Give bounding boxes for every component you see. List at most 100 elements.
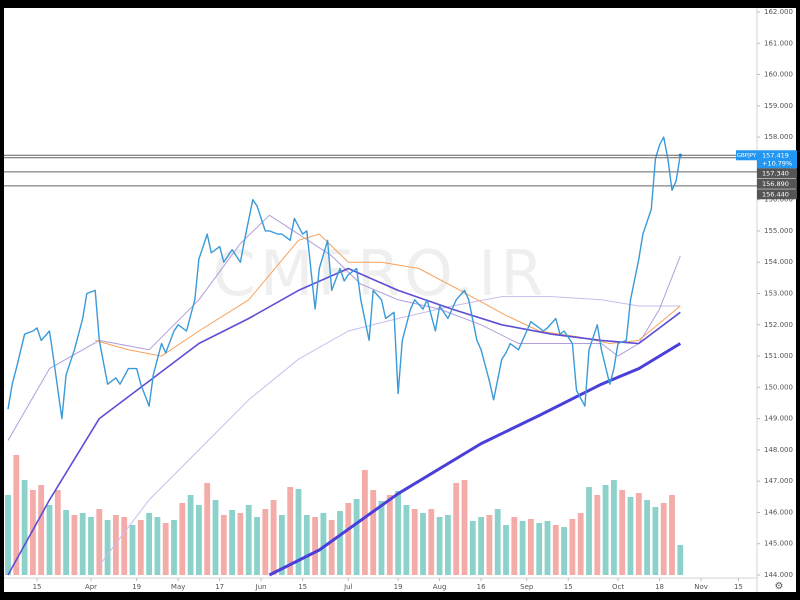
y-tick-label: 153.000 [764, 290, 793, 298]
volume-bar [278, 515, 285, 575]
y-tick-label: 144.000 [764, 571, 793, 579]
volume-bar [444, 515, 451, 575]
settings-icon[interactable]: ⚙ [775, 581, 784, 592]
volume-bar [320, 513, 327, 575]
volume-bar [312, 517, 319, 575]
volume-bar [660, 503, 667, 575]
volume-bar [112, 515, 119, 575]
series-line [98, 296, 681, 566]
volume-bar [395, 491, 402, 575]
x-tick-label: 15 [298, 583, 307, 591]
y-tick-label: 161.000 [764, 39, 793, 47]
volume-bar [652, 507, 659, 575]
volume-bar [511, 517, 518, 575]
x-tick-label: 17 [215, 583, 224, 591]
symbol-tag: GBPJPY [737, 153, 757, 159]
series-line [7, 214, 681, 441]
volume-bar [5, 495, 11, 575]
y-tick-label: 152.000 [764, 321, 793, 329]
volume-bar [469, 521, 476, 575]
volume-bar [245, 505, 252, 575]
volume-bar [428, 509, 435, 575]
price-tag: 157.419 [762, 151, 789, 159]
volume-bar [270, 500, 277, 575]
volume-bar [229, 510, 236, 575]
volume-bar [46, 505, 53, 575]
volume-bar [71, 515, 78, 575]
volume-bar [594, 495, 601, 575]
volume-bar [494, 509, 501, 575]
volume-bar [411, 509, 418, 575]
volume-bar [478, 517, 485, 575]
volume-bar [403, 505, 410, 575]
x-tick-label: 18 [655, 583, 664, 591]
x-tick-label: May [171, 583, 185, 591]
x-tick-label: Sep [520, 583, 534, 591]
volume-bar [610, 480, 617, 575]
y-tick-label: 154.000 [764, 258, 793, 266]
volume-bar [536, 523, 543, 575]
volume-bar [519, 521, 526, 575]
volume-bar [303, 515, 310, 575]
volume-bar [370, 490, 377, 575]
volume-bar [63, 510, 70, 575]
y-tick-label: 160.000 [764, 71, 793, 79]
level-tag: 156.440 [762, 190, 789, 198]
y-tick-label: 148.000 [764, 446, 793, 454]
volume-bar [96, 509, 103, 575]
volume-bar [586, 487, 592, 575]
volume-bar [602, 485, 609, 575]
volume-bar [212, 500, 219, 575]
volume-bar [627, 497, 634, 575]
change-tag: +10.79% [762, 159, 792, 167]
volume-bar [436, 517, 443, 575]
volume-bar [353, 499, 360, 575]
volume-bar [561, 527, 568, 575]
volume-bar [420, 513, 426, 575]
level-tag: 157.340 [762, 169, 789, 177]
y-tick-label: 151.000 [764, 352, 793, 360]
volume-bar [453, 483, 460, 575]
volume-bar [386, 495, 393, 575]
x-tick-label: 15 [33, 583, 42, 591]
volume-bar [262, 509, 269, 575]
x-tick-label: 19 [132, 583, 141, 591]
x-tick-label: 19 [394, 583, 403, 591]
y-tick-label: 156.000 [764, 196, 793, 204]
series-line [7, 267, 681, 576]
x-tick-label: 15 [564, 583, 573, 591]
volume-bar [220, 515, 227, 575]
volume-bar [162, 523, 169, 575]
y-tick-label: 155.000 [764, 227, 793, 235]
volume-bar [121, 517, 128, 575]
symbol-tag-bg [736, 150, 757, 161]
volume-bar [195, 505, 202, 575]
volume-bar [137, 520, 144, 575]
volume-bar [179, 503, 186, 575]
y-tick-label: 145.000 [764, 540, 793, 548]
volume-bar [328, 520, 335, 575]
level-tag-bg [757, 168, 797, 179]
volume-bar [187, 495, 194, 575]
volume-bar [237, 513, 244, 575]
volume-bar [503, 525, 509, 575]
volume-bar [38, 485, 45, 575]
volume-bar [527, 519, 534, 575]
volume-bar [337, 511, 343, 575]
volume-bar [619, 490, 626, 575]
volume-bar [677, 545, 684, 575]
level-tag-bg [757, 178, 797, 189]
volume-bar [486, 515, 493, 575]
volume-bar [146, 513, 153, 575]
x-tick-label: 15 [734, 583, 743, 591]
series-line [268, 342, 682, 577]
watermark: CMFRO.IR [213, 237, 548, 310]
y-tick-label: 146.000 [764, 508, 793, 516]
volume-bar [129, 525, 136, 575]
volume-bar [29, 490, 36, 575]
y-tick-label: 149.000 [764, 415, 793, 423]
volume-bar [295, 489, 302, 575]
y-tick-label: 150.000 [764, 383, 793, 391]
volume-bar [361, 470, 368, 575]
